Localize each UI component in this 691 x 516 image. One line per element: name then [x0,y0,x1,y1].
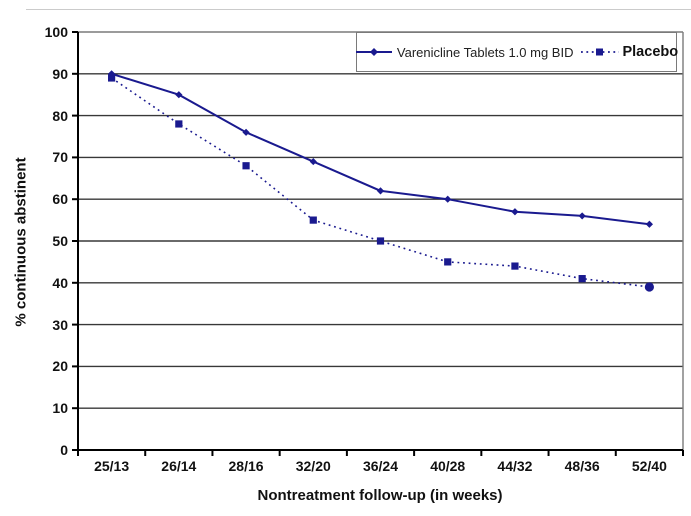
data-point-marker [578,275,586,283]
x-tick-label: 48/36 [564,458,600,474]
legend-label-varenicline: Varenicline Tablets 1.0 mg BID [396,44,574,60]
figure-top-edge [26,9,691,10]
legend: Varenicline Tablets 1.0 mg BID Placebo [355,32,678,72]
data-point-marker [511,262,519,270]
y-tick-label: 0 [60,442,68,458]
y-tick-label: 20 [52,358,68,375]
data-point-marker [376,237,385,245]
data-point-marker [511,208,519,216]
data-point-marker [578,212,586,220]
data-point-marker [444,195,452,203]
data-point-marker [309,216,317,224]
data-point-marker [645,220,653,228]
data-point-marker [242,128,250,136]
x-tick-label: 52/40 [631,458,667,474]
x-tick-label: 40/28 [430,458,466,474]
legend-label-placebo: Placebo [622,44,679,60]
y-tick-label: 100 [44,24,68,40]
x-tick-label: 26/14 [161,458,197,474]
x-tick-label: 25/13 [94,458,130,474]
series-line-placebo [111,77,650,288]
x-tick-label: 32/20 [295,458,331,474]
data-point-marker [309,157,317,166]
x-axis-title: Nontreatment follow-up (in weeks) [257,487,503,504]
data-point-marker [376,187,385,195]
varenicline-line-sample-icon [355,48,392,56]
y-tick-label: 30 [52,316,68,333]
data-point-marker [175,120,183,128]
y-tick-label: 90 [52,65,68,82]
x-tick-label: 36/24 [362,458,399,474]
y-tick-label: 70 [52,149,68,166]
data-point-marker [175,91,183,99]
y-tick-label: 10 [52,400,68,417]
x-tick-label: 44/32 [497,458,533,474]
x-tick-label: 28/16 [228,458,264,474]
y-tick-label: 50 [52,233,68,249]
data-point-marker [444,258,452,266]
y-tick-label: 80 [52,107,68,124]
legend-entry-placebo: Placebo [580,44,678,60]
series-line-varenicline [111,72,650,226]
data-point-marker [242,162,250,170]
y-tick-label: 40 [52,274,68,291]
data-point-marker [108,74,116,82]
placebo-line-sample-icon [581,48,620,56]
data-point-marker [644,282,654,292]
legend-entry-varenicline: Varenicline Tablets 1.0 mg BID [355,44,574,60]
y-tick-label: 60 [52,191,68,208]
